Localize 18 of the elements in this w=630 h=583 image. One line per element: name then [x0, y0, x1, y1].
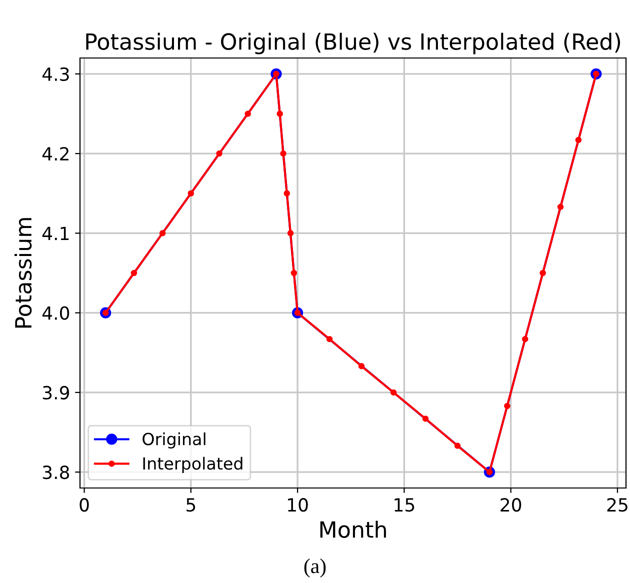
x-tick-label: 25 — [607, 498, 628, 512]
x-tick-label: 20 — [500, 498, 522, 512]
y-tick-label: 3.8 — [42, 466, 70, 480]
y-tick-label: 3.9 — [42, 386, 70, 400]
y-tick-label: 4.0 — [42, 306, 70, 320]
y-tick-label: 4.3 — [42, 67, 69, 82]
y-axis-title: Potassium — [14, 218, 32, 328]
chart-title: Potassium - Original (Blue) vs Interpolated (Red) — [86, 32, 620, 54]
x-tick-label: 0 — [80, 498, 89, 512]
y-tick-label: 4.1 — [42, 226, 69, 240]
text: (a) — [304, 558, 326, 578]
legend-label: Interpolated — [143, 456, 242, 473]
x-axis-title: Month — [320, 520, 386, 538]
y-tick-label: 4.2 — [42, 147, 68, 160]
x-tick-label: 15 — [394, 498, 414, 512]
x-tick-label: 5 — [186, 498, 196, 512]
legend-label: Original — [142, 432, 206, 449]
x-tick-label: 10 — [288, 498, 308, 512]
